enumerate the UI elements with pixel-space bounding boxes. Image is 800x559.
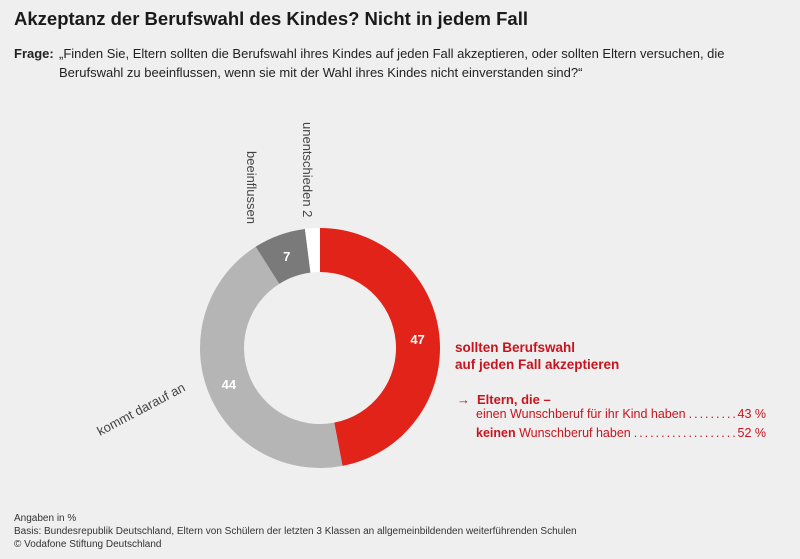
chart-title: Akzeptanz der Berufswahl des Kindes? Nic… [14, 8, 528, 29]
donut-slice-1 [320, 227, 441, 466]
breakdown-heading: → Eltern, die – [457, 392, 551, 407]
breakdown-row-label: einen Wunschberuf für ihr Kind haben [476, 407, 686, 421]
undecided-label: unentschieden 2 [300, 122, 315, 217]
dot-leader: ........................................… [633, 426, 735, 440]
dot-leader: ........................................… [688, 407, 735, 421]
depends-label: kommt darauf an [94, 380, 187, 439]
footer: Angaben in % Basis: Bundesrepublik Deuts… [14, 512, 577, 551]
breakdown-row-value: 52 % [737, 426, 767, 440]
breakdown-row-label: keinen Wunschberuf haben [476, 426, 631, 440]
accept-legend-line1: sollten Berufswahl [455, 340, 576, 355]
arrow-right-icon: → [457, 392, 470, 407]
breakdown-row-nowish: keinen Wunschberuf haben ...............… [476, 426, 766, 440]
donut-slice-2 [199, 246, 343, 468]
question-label: Frage: [14, 46, 54, 61]
influence-label: beeinflussen [244, 151, 259, 224]
breakdown-row-value: 43 % [737, 407, 767, 421]
footer-unit: Angaben in % [14, 513, 77, 524]
footer-copyright: © Vodafone Stiftung Deutschland [14, 539, 162, 550]
accept-legend: sollten Berufswahl auf jeden Fall akzept… [455, 339, 655, 373]
breakdown-heading-text: Eltern, die – [477, 392, 551, 407]
donut-slice-4 [304, 228, 320, 273]
footer-basis: Basis: Bundesrepublik Deutschland, Elter… [14, 526, 577, 537]
donut-value-label: 47 [410, 332, 424, 347]
question-text: „Finden Sie, Eltern sollten die Berufswa… [59, 46, 725, 80]
donut-slice-3 [255, 228, 311, 284]
accept-legend-line2: auf jeden Fall akzeptieren [455, 357, 620, 372]
donut-value-label: 44 [222, 377, 237, 392]
donut-value-label: 7 [283, 249, 290, 264]
breakdown-row-wish: einen Wunschberuf für ihr Kind haben ...… [476, 407, 766, 421]
